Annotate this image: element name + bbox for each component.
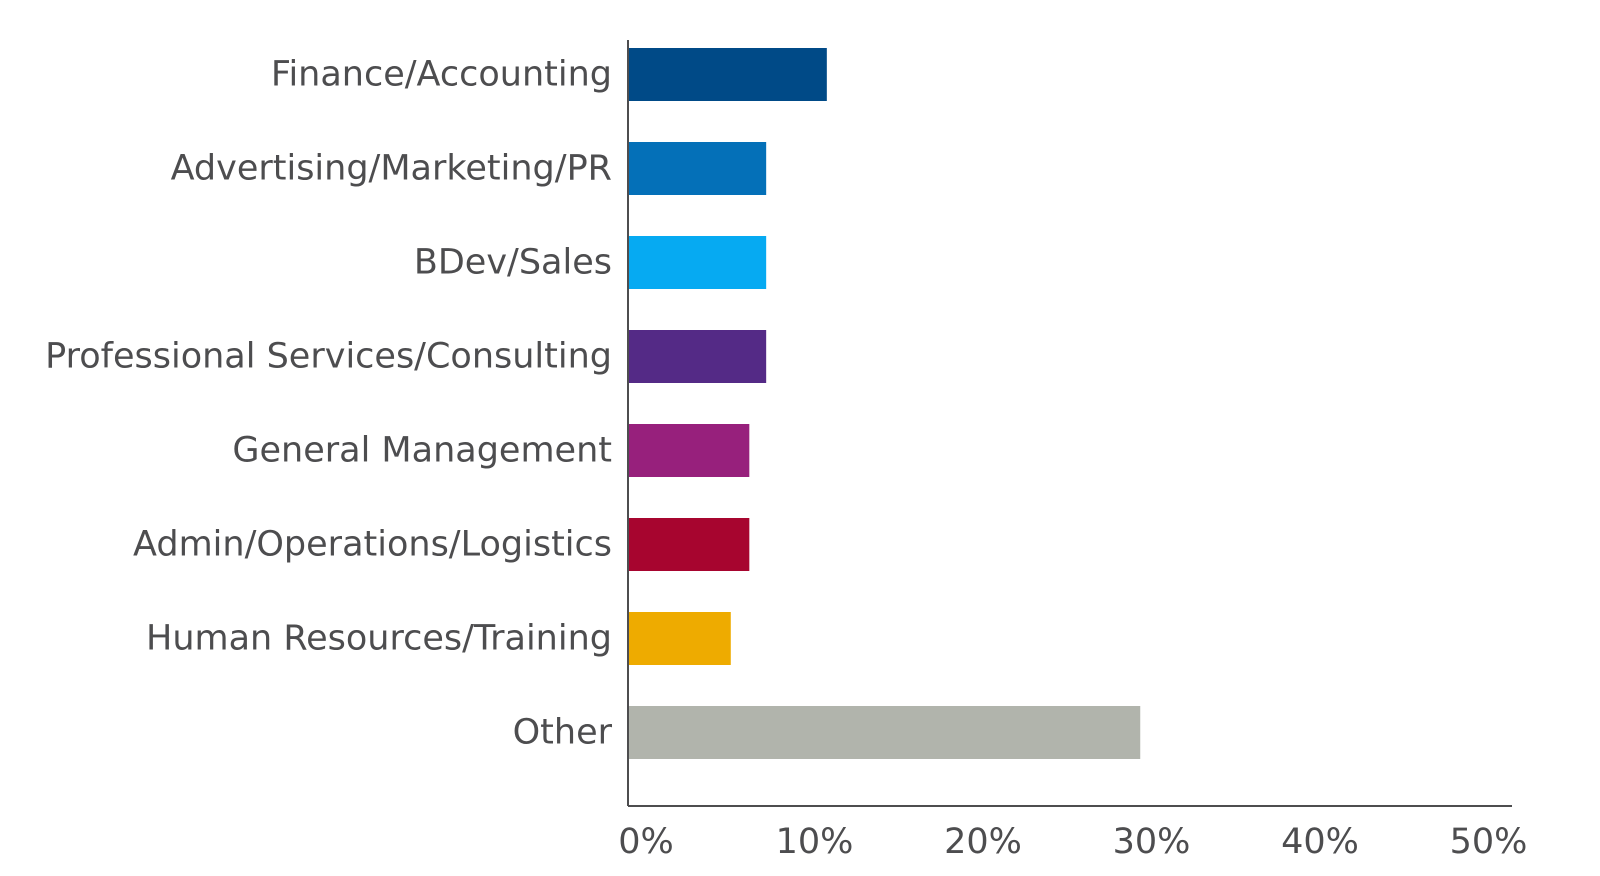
x-tick-label: 40% xyxy=(1281,822,1359,862)
x-tick-labels: 0% 10% 20% 30% 40% 50% xyxy=(618,822,1527,862)
category-label: Finance/Accounting xyxy=(271,55,612,95)
bar-professional-services-consulting xyxy=(628,330,767,383)
bar-other xyxy=(628,706,1141,759)
bars-group xyxy=(628,48,1141,759)
category-label: General Management xyxy=(232,431,612,471)
category-label: Admin/Operations/Logistics xyxy=(133,525,612,565)
x-tick-label: 30% xyxy=(1113,822,1191,862)
bar-advertising-marketing-pr xyxy=(628,142,767,195)
x-tick-label: 10% xyxy=(776,822,854,862)
bar-finance-accounting xyxy=(628,48,827,101)
category-label: Professional Services/Consulting xyxy=(45,337,612,377)
category-labels: Finance/Accounting Advertising/Marketing/… xyxy=(45,55,612,753)
x-tick-label: 20% xyxy=(944,822,1022,862)
bar-bdev-sales xyxy=(628,236,767,289)
x-tick-label: 50% xyxy=(1450,822,1528,862)
category-label: Advertising/Marketing/PR xyxy=(171,149,612,189)
bar-admin-operations-logistics xyxy=(628,518,750,571)
bar-general-management xyxy=(628,424,750,477)
x-tick-label: 0% xyxy=(618,822,674,862)
bar-human-resources-training xyxy=(628,612,731,665)
category-label: Other xyxy=(513,713,613,753)
category-label: BDev/Sales xyxy=(414,243,612,283)
category-label: Human Resources/Training xyxy=(146,619,612,659)
